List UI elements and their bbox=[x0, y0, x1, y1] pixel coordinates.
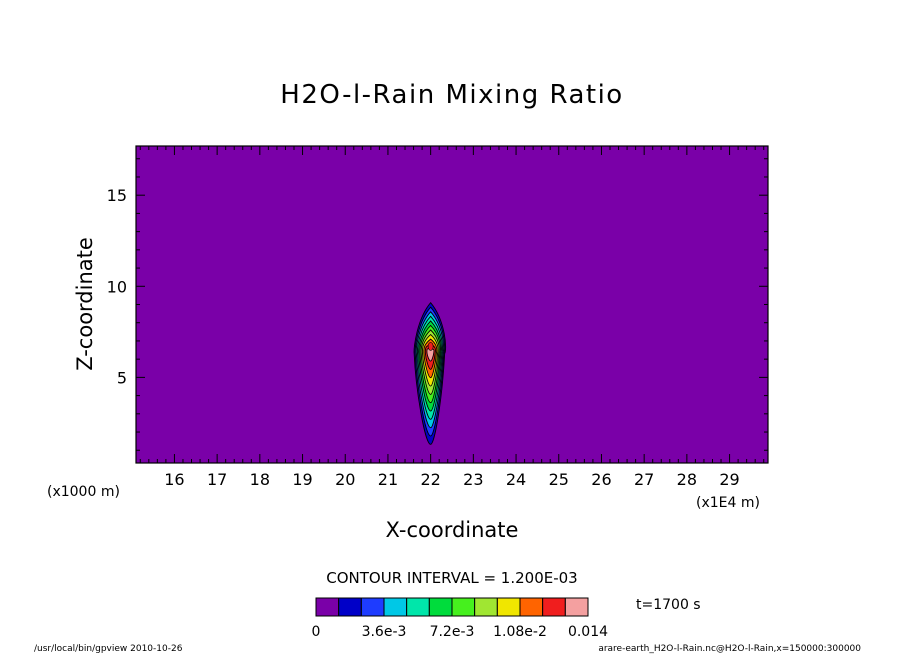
colorbar bbox=[315, 597, 589, 617]
footer-left: /usr/local/bin/gpview 2010-10-26 bbox=[34, 644, 183, 654]
footer-right: arare-earth_H2O-l-Rain.nc@H2O-l-Rain,x=1… bbox=[598, 644, 861, 654]
y-tick-label: 15 bbox=[107, 186, 127, 205]
colorbar-tick-label: 0.014 bbox=[568, 624, 608, 640]
x-tick-label: 18 bbox=[250, 470, 270, 489]
colorbar-swatch bbox=[474, 597, 498, 617]
x-tick-label: 27 bbox=[634, 470, 654, 489]
y-axis-label: Z-coordinate bbox=[73, 237, 97, 371]
x-tick-label: 25 bbox=[549, 470, 569, 489]
colorbar-swatch bbox=[338, 597, 362, 617]
colorbar-tick-label: 1.08e-2 bbox=[493, 624, 547, 640]
colorbar-swatch bbox=[496, 597, 521, 617]
plot-area bbox=[135, 145, 769, 464]
x-tick-label: 16 bbox=[164, 470, 184, 489]
x-tick-label: 26 bbox=[591, 470, 611, 489]
x-tick-label: 22 bbox=[420, 470, 440, 489]
colorbar-swatch bbox=[451, 597, 476, 617]
contour-interval: CONTOUR INTERVAL = 1.200E-03 bbox=[326, 569, 577, 587]
x-tick-labels: 16 17 18 19 20 21 22 23 24 25 26 27 28 29 bbox=[164, 470, 739, 489]
colorbar-swatch bbox=[315, 597, 340, 617]
plot-background bbox=[136, 146, 768, 463]
x-unit-right: (x1E4 m) bbox=[696, 495, 760, 511]
x-tick-label: 28 bbox=[677, 470, 697, 489]
x-tick-label: 19 bbox=[292, 470, 312, 489]
colorbar-tick-label: 3.6e-3 bbox=[362, 624, 407, 640]
colorbar-swatch bbox=[564, 597, 589, 617]
x-unit-left: (x1000 m) bbox=[47, 484, 120, 500]
x-tick-label: 29 bbox=[719, 470, 739, 489]
contour-level-11 bbox=[426, 347, 435, 362]
colorbar-swatch bbox=[406, 597, 430, 617]
x-tick-label: 20 bbox=[335, 470, 355, 489]
rain-cell bbox=[413, 301, 447, 445]
y-tick-labels: 5 10 15 bbox=[107, 186, 127, 387]
colorbar-swatch bbox=[428, 597, 453, 617]
colorbar-swatch bbox=[360, 597, 385, 617]
contour-maximum bbox=[427, 342, 434, 351]
x-tick-label: 17 bbox=[207, 470, 227, 489]
x-tick-label: 23 bbox=[463, 470, 483, 489]
time-label: t=1700 s bbox=[636, 597, 701, 613]
axis-ticks bbox=[136, 146, 768, 463]
colorbar-swatch bbox=[519, 597, 544, 617]
y-tick-label: 5 bbox=[117, 368, 127, 387]
colorbar-swatch bbox=[383, 597, 408, 617]
colorbar-tick-label: 7.2e-3 bbox=[430, 624, 475, 640]
y-tick-label: 10 bbox=[107, 277, 127, 296]
colorbar-tick-labels: 0 3.6e-3 7.2e-3 1.08e-2 0.014 bbox=[312, 624, 609, 640]
x-tick-label: 21 bbox=[378, 470, 398, 489]
colorbar-tick-label: 0 bbox=[312, 624, 321, 640]
x-tick-label: 24 bbox=[506, 470, 526, 489]
chart-title: H2O-l-Rain Mixing Ratio bbox=[280, 80, 623, 110]
x-axis-label: X-coordinate bbox=[386, 518, 519, 542]
colorbar-swatch bbox=[542, 597, 566, 617]
